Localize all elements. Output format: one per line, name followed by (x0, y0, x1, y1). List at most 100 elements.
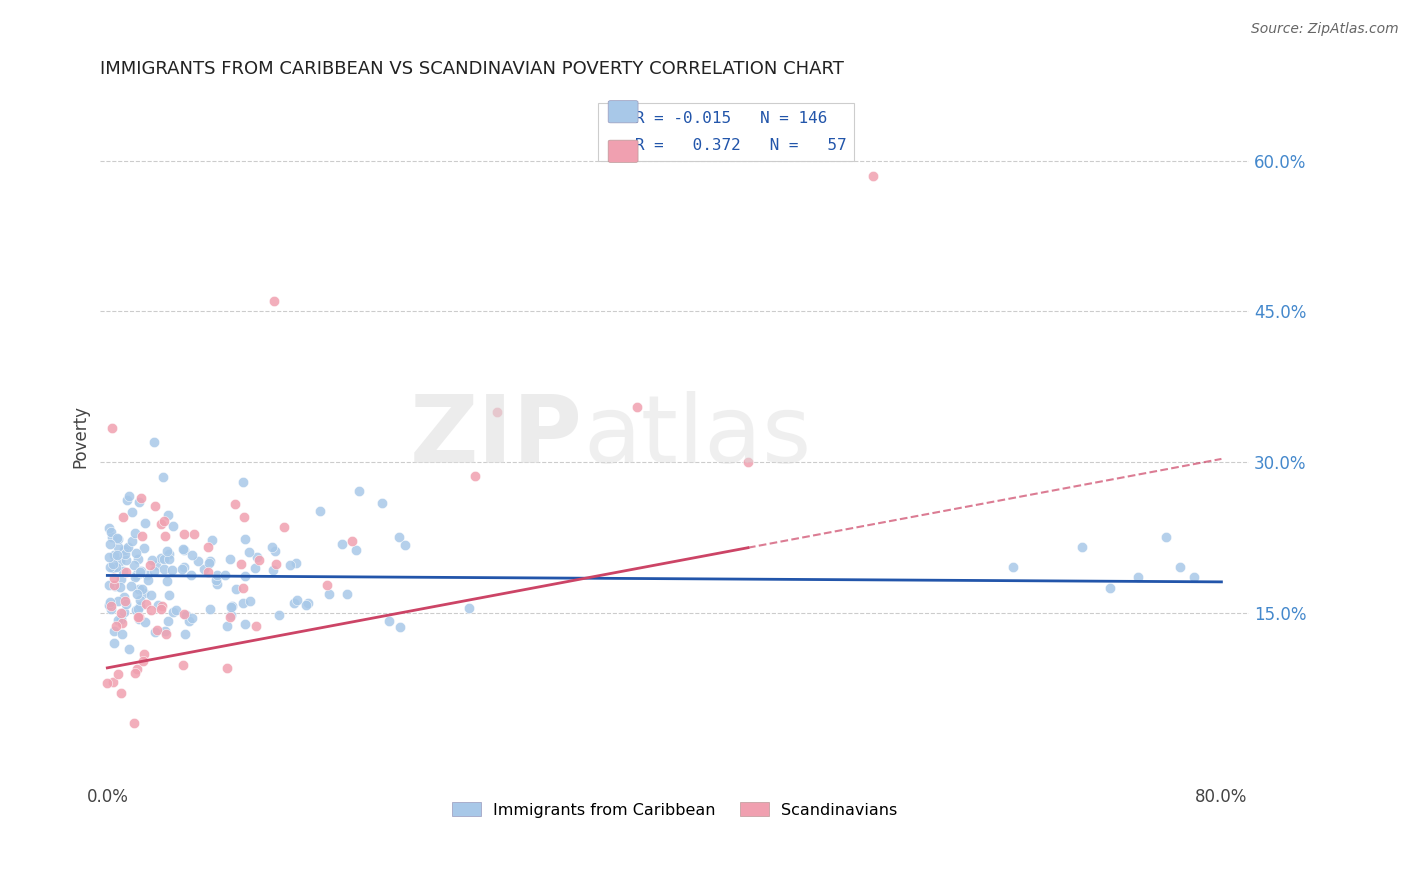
Point (156, 574, 179, 589)
Point (183, 527, 205, 541)
Point (219, 600, 242, 615)
Point (232, 509, 254, 524)
Point (172, 562, 194, 576)
Point (172, 658, 194, 673)
Point (486, 405, 509, 419)
Point (394, 538, 416, 552)
Point (114, 597, 136, 611)
Point (105, 619, 128, 633)
Point (198, 554, 221, 568)
Point (159, 588, 181, 602)
Point (235, 616, 257, 631)
Point (149, 517, 172, 532)
Point (138, 573, 160, 587)
Point (129, 491, 152, 506)
Point (153, 552, 176, 566)
Point (187, 554, 209, 568)
Point (122, 715, 145, 730)
Point (108, 554, 131, 568)
Point (97, 578, 120, 592)
Point (107, 594, 129, 608)
Point (157, 552, 180, 566)
Point (162, 519, 184, 533)
Point (176, 607, 198, 622)
Point (118, 641, 141, 656)
Point (104, 560, 127, 574)
Point (127, 566, 149, 581)
Point (121, 534, 143, 549)
Point (273, 520, 295, 534)
Point (134, 516, 156, 530)
Point (143, 499, 166, 513)
Point (278, 558, 301, 572)
Point (132, 654, 155, 668)
Point (107, 541, 129, 555)
Text: Source: ZipAtlas.com: Source: ZipAtlas.com (1251, 22, 1399, 37)
Point (110, 611, 132, 625)
Point (260, 541, 283, 555)
Point (98, 560, 121, 574)
Point (285, 593, 308, 607)
Point (155, 627, 177, 641)
Point (180, 568, 202, 582)
Point (127, 601, 149, 615)
Point (218, 610, 240, 624)
Point (132, 648, 155, 662)
Point (125, 603, 148, 617)
Point (101, 675, 124, 690)
Point (239, 593, 262, 607)
Legend: Immigrants from Caribbean, Scandinavians: Immigrants from Caribbean, Scandinavians (446, 796, 904, 824)
Point (115, 541, 138, 556)
Point (157, 508, 180, 523)
Point (107, 613, 129, 627)
Point (127, 552, 149, 566)
Point (103, 636, 125, 650)
Point (135, 597, 157, 611)
Point (264, 544, 287, 558)
Point (205, 568, 228, 582)
Point (215, 619, 238, 633)
Point (124, 665, 146, 680)
Point (193, 562, 215, 576)
Point (111, 627, 134, 641)
Point (626, 400, 648, 414)
Point (142, 435, 165, 450)
Point (173, 607, 195, 622)
Point (145, 558, 167, 573)
Point (125, 568, 148, 582)
Point (124, 570, 146, 584)
Point (141, 603, 163, 617)
Point (388, 530, 411, 544)
Point (737, 455, 759, 469)
Point (141, 552, 163, 566)
Point (103, 549, 125, 563)
Point (100, 524, 122, 539)
Point (233, 569, 256, 583)
Point (177, 614, 200, 628)
Point (105, 531, 128, 545)
Point (149, 550, 172, 565)
Point (174, 627, 197, 641)
Point (100, 601, 122, 615)
Point (101, 557, 124, 571)
Point (110, 686, 132, 700)
Point (1071, 541, 1094, 555)
Point (231, 557, 253, 571)
Point (152, 599, 174, 614)
Point (115, 566, 138, 580)
Point (238, 545, 260, 559)
Point (125, 662, 148, 676)
Point (98, 550, 121, 565)
Point (143, 624, 166, 639)
Point (96, 676, 118, 690)
Point (97, 599, 120, 613)
Point (862, 169, 884, 183)
Point (153, 529, 176, 543)
Point (295, 598, 318, 612)
Point (98, 521, 121, 535)
FancyBboxPatch shape (609, 101, 638, 123)
Point (103, 571, 125, 585)
Point (112, 591, 135, 605)
Point (125, 546, 148, 560)
Point (131, 529, 153, 543)
